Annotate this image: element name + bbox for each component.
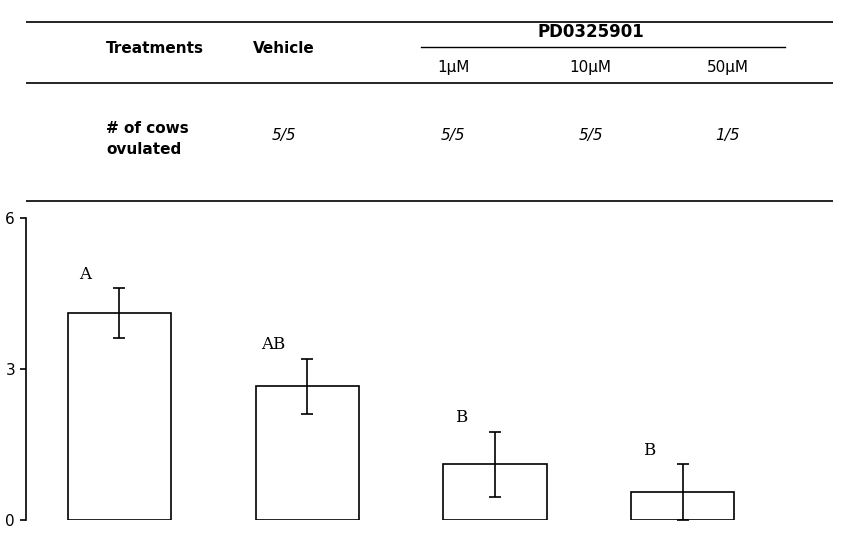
Text: 50μM: 50μM — [707, 60, 749, 75]
Bar — [68, 313, 171, 520]
Text: A: A — [80, 266, 92, 283]
Text: 1/5: 1/5 — [716, 128, 740, 143]
Text: Treatments: Treatments — [106, 41, 204, 56]
Text: B: B — [455, 410, 468, 427]
Bar — [631, 492, 734, 520]
Text: # of cows
ovulated: # of cows ovulated — [106, 121, 189, 157]
Text: PD0325901: PD0325901 — [537, 22, 644, 40]
Text: 10μM: 10μM — [570, 60, 612, 75]
Bar — [444, 464, 547, 520]
Text: 1μM: 1μM — [437, 60, 470, 75]
Bar — [256, 386, 359, 520]
Text: 5/5: 5/5 — [579, 128, 603, 143]
Text: Vehicle: Vehicle — [253, 41, 314, 56]
Text: 5/5: 5/5 — [441, 128, 466, 143]
Text: 5/5: 5/5 — [272, 128, 296, 143]
Text: AB: AB — [261, 336, 286, 353]
Text: B: B — [643, 442, 655, 459]
